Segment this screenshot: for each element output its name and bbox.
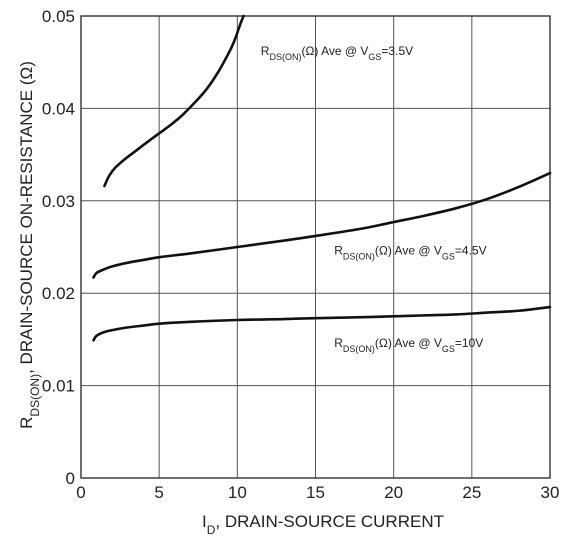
plot-frame xyxy=(80,15,551,479)
x-tick-label: 20 xyxy=(384,483,403,502)
x-tick-labels: 0 5 10 15 20 25 30 xyxy=(76,483,559,502)
series-curves xyxy=(92,14,552,342)
series-label-2: RDS(ON)(Ω) Ave @ VGS=10V xyxy=(334,336,483,354)
x-tick-label: 30 xyxy=(541,483,560,502)
y-axis-title: RDS(ON), DRAIN-SOURCE ON-RESISTANCE (Ω) xyxy=(17,61,42,429)
series-annotations: RDS(ON)(Ω) Ave @ VGS=3.5V RDS(ON)(Ω) Ave … xyxy=(261,44,487,354)
x-tick-label: 10 xyxy=(228,483,247,502)
x-tick-label: 25 xyxy=(462,483,481,502)
y-tick-label: 0 xyxy=(66,469,75,488)
y-tick-label: 0.03 xyxy=(42,192,75,211)
x-axis-title: ID, DRAIN-SOURCE CURRENT xyxy=(202,512,444,537)
x-tick-label: 0 xyxy=(76,483,85,502)
y-tick-label: 0.04 xyxy=(42,99,75,118)
series-line-2 xyxy=(92,305,552,342)
y-tick-label: 0.02 xyxy=(42,284,75,303)
x-tick-label: 15 xyxy=(306,483,325,502)
series-line-0 xyxy=(103,14,245,188)
series-label-1: RDS(ON)(Ω) Ave @ VGS=4.5V xyxy=(334,243,486,261)
series-line-1 xyxy=(92,171,552,279)
x-tick-label: 5 xyxy=(154,483,163,502)
gridlines xyxy=(81,16,550,478)
y-tick-label: 0.01 xyxy=(42,377,75,396)
series-label-0: RDS(ON)(Ω) Ave @ VGS=3.5V xyxy=(261,44,413,62)
y-tick-labels: 0 0.01 0.02 0.03 0.04 0.05 xyxy=(42,7,75,488)
y-tick-label: 0.05 xyxy=(42,7,75,26)
